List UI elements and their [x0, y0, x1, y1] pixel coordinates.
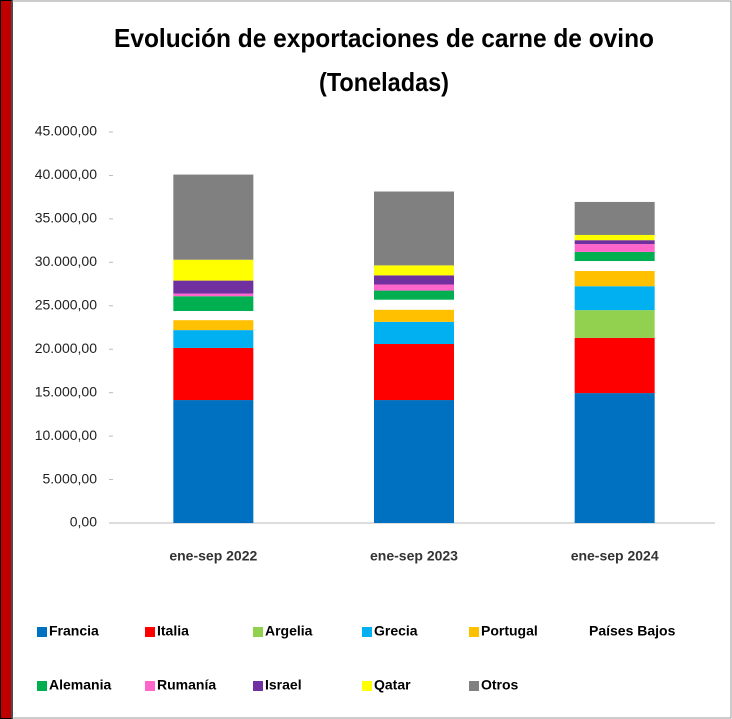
chart-title: Evolución de exportaciones de carne de o… [114, 23, 654, 53]
bar-segment [374, 344, 454, 401]
bar-segment [574, 310, 655, 338]
legend-label: Francia [49, 623, 99, 639]
bar-segment [574, 244, 655, 252]
y-tick-label: 10.000,00 [35, 427, 97, 443]
bar-segment [173, 293, 254, 297]
bar-segment [374, 265, 454, 276]
legend-swatch [253, 681, 263, 691]
legend-swatch [253, 627, 263, 637]
bar-segment [173, 296, 254, 311]
legend-label: Rumanía [157, 677, 216, 693]
legend-swatch [145, 681, 155, 691]
y-tick-label: 5.000,00 [43, 470, 98, 486]
y-tick-label: 0,00 [70, 514, 97, 530]
legend-swatch [362, 681, 372, 691]
bar-segment [374, 284, 454, 291]
legend-swatch [362, 627, 372, 637]
bar-segment [173, 259, 254, 281]
legend-swatch [577, 627, 587, 637]
y-tick-label: 30.000,00 [35, 253, 97, 269]
bar-segment [574, 286, 655, 311]
bar-segment [374, 191, 454, 266]
legend-swatch [37, 681, 47, 691]
legend-label: Italia [157, 623, 189, 639]
y-tick-label: 40.000,00 [35, 166, 97, 182]
legend-swatch [145, 627, 155, 637]
legend-label: Países Bajos [589, 623, 676, 639]
y-tick-label: 15.000,00 [35, 383, 97, 399]
bar-segment [574, 393, 655, 523]
chart-title: (Toneladas) [319, 67, 449, 97]
legend-swatch [37, 627, 47, 637]
legend-label: Grecia [374, 623, 418, 639]
bar-segment [574, 240, 655, 245]
y-tick-label: 25.000,00 [35, 296, 97, 312]
bar-segment [574, 234, 655, 241]
bar-segment [374, 321, 454, 345]
bar-segment [173, 400, 254, 523]
x-tick-label: ene-sep 2024 [571, 548, 659, 564]
bar-segment [574, 201, 655, 235]
legend-label: Israel [265, 677, 302, 693]
bar-segment [574, 271, 655, 287]
legend-swatch [469, 627, 479, 637]
y-tick-label: 20.000,00 [35, 340, 97, 356]
bar-segment [173, 280, 254, 294]
bar-segment [173, 310, 254, 321]
legend-label: Alemania [49, 677, 111, 693]
bar-segment [574, 251, 655, 262]
bar-segment [574, 337, 655, 394]
bar-segment [374, 275, 454, 285]
bar-segment [374, 400, 454, 523]
bar-segment [173, 330, 254, 348]
bar-segment [173, 320, 254, 331]
y-tick-label: 35.000,00 [35, 210, 97, 226]
bar-segment [574, 261, 655, 272]
bar-segment [374, 309, 454, 322]
bar-segment [374, 299, 454, 310]
left-border [0, 0, 13, 719]
y-tick-label: 45.000,00 [35, 123, 97, 139]
legend-label: Argelia [265, 623, 313, 639]
x-tick-label: ene-sep 2022 [169, 548, 257, 564]
bar-segment [173, 347, 254, 401]
legend-label: Qatar [374, 677, 411, 693]
frame [11, 0, 732, 719]
x-tick-label: ene-sep 2023 [370, 548, 458, 564]
legend-swatch [469, 681, 479, 691]
legend-label: Otros [481, 677, 519, 693]
bar-segment [374, 290, 454, 300]
legend-label: Portugal [481, 623, 538, 639]
bar-segment [173, 174, 254, 260]
